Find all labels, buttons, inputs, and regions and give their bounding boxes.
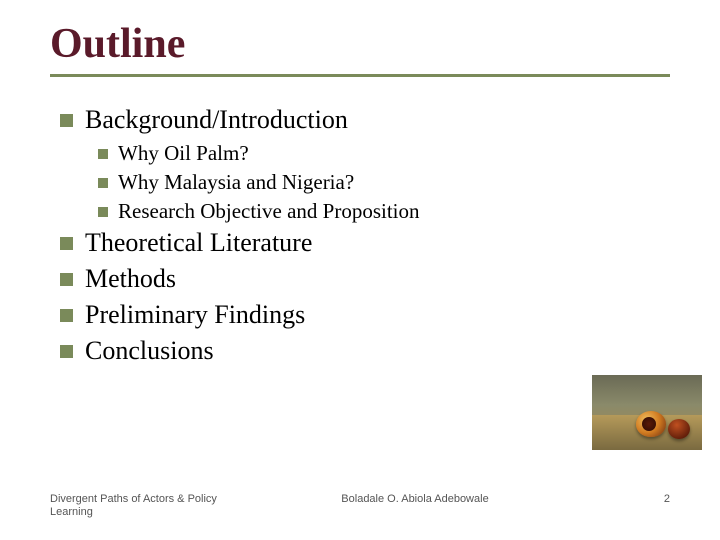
- list-item-label: Why Oil Palm?: [118, 141, 249, 166]
- square-bullet-icon: [60, 237, 73, 250]
- list-item: Why Oil Palm?: [98, 141, 670, 166]
- square-bullet-icon: [60, 273, 73, 286]
- slide-number: 2: [610, 493, 670, 505]
- title-rule: [50, 74, 670, 77]
- square-bullet-icon: [60, 309, 73, 322]
- list-item: Preliminary Findings: [60, 300, 670, 330]
- list-item-label: Conclusions: [85, 336, 214, 366]
- list-item-label: Methods: [85, 264, 176, 294]
- list-item: Theoretical Literature: [60, 228, 670, 258]
- sublist: Why Oil Palm? Why Malaysia and Nigeria? …: [60, 141, 670, 224]
- outline-content: Background/Introduction Why Oil Palm? Wh…: [50, 105, 670, 366]
- square-bullet-icon: [98, 178, 108, 188]
- list-item-label: Preliminary Findings: [85, 300, 305, 330]
- square-bullet-icon: [98, 149, 108, 159]
- footer-left-text: Divergent Paths of Actors & Policy Learn…: [50, 493, 220, 521]
- list-item-label: Research Objective and Proposition: [118, 199, 420, 224]
- list-item: Why Malaysia and Nigeria?: [98, 170, 670, 195]
- oil-palm-fruit-image: [592, 375, 702, 450]
- square-bullet-icon: [60, 345, 73, 358]
- list-item-label: Theoretical Literature: [85, 228, 312, 258]
- list-item: Background/Introduction: [60, 105, 670, 135]
- footer-center-text: Boladale O. Abiola Adebowale: [220, 493, 610, 505]
- list-item: Methods: [60, 264, 670, 294]
- square-bullet-icon: [98, 207, 108, 217]
- slide: Outline Background/Introduction Why Oil …: [0, 0, 720, 540]
- list-item: Research Objective and Proposition: [98, 199, 670, 224]
- list-item-label: Why Malaysia and Nigeria?: [118, 170, 354, 195]
- square-bullet-icon: [60, 114, 73, 127]
- slide-footer: Divergent Paths of Actors & Policy Learn…: [50, 493, 670, 521]
- list-item: Conclusions: [60, 336, 670, 366]
- list-item-label: Background/Introduction: [85, 105, 348, 135]
- slide-title: Outline: [50, 20, 670, 68]
